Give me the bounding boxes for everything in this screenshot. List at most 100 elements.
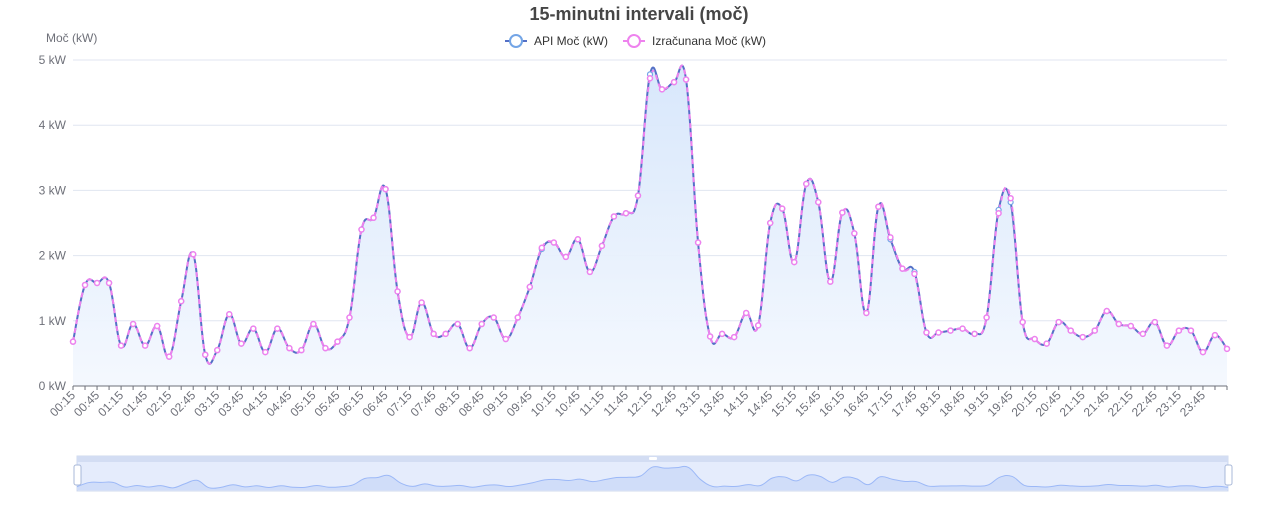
data-point-calc[interactable]: [1091, 327, 1099, 334]
data-point-calc[interactable]: [238, 340, 245, 347]
data-point-calc[interactable]: [1151, 318, 1159, 326]
data-point-calc[interactable]: [791, 258, 798, 266]
data-point-calc[interactable]: [706, 333, 714, 340]
data-point-calc[interactable]: [214, 346, 221, 354]
data-point-calc[interactable]: [718, 330, 726, 338]
data-point-calc[interactable]: [1187, 327, 1195, 334]
data-point-calc[interactable]: [250, 325, 257, 332]
data-point-calc[interactable]: [947, 327, 954, 334]
data-point-calc[interactable]: [911, 270, 918, 278]
data-point-calc[interactable]: [1199, 348, 1207, 356]
data-point-calc[interactable]: [538, 244, 546, 252]
data-point-calc[interactable]: [358, 226, 365, 233]
data-point-calc[interactable]: [1079, 333, 1086, 341]
data-point-calc[interactable]: [766, 219, 774, 227]
data-point-calc[interactable]: [262, 348, 269, 356]
data-point-calc[interactable]: [189, 251, 197, 258]
data-point-calc[interactable]: [394, 288, 401, 295]
data-point-calc[interactable]: [334, 338, 341, 345]
data-point-calc[interactable]: [742, 309, 750, 317]
data-point-calc[interactable]: [1115, 320, 1123, 328]
data-point-calc[interactable]: [1031, 335, 1038, 343]
data-point-calc[interactable]: [129, 320, 137, 328]
data-point-calc[interactable]: [454, 320, 461, 328]
data-point-calc[interactable]: [1043, 340, 1050, 347]
data-point-calc[interactable]: [1127, 322, 1135, 330]
data-point-calc[interactable]: [574, 236, 582, 243]
data-point-calc[interactable]: [201, 351, 209, 358]
data-point-calc[interactable]: [778, 205, 786, 212]
data-point-calc[interactable]: [827, 278, 834, 285]
data-point-calc[interactable]: [550, 239, 558, 246]
data-point-calc[interactable]: [1139, 330, 1147, 338]
data-point-calc[interactable]: [346, 314, 353, 321]
data-point-calc[interactable]: [153, 322, 161, 330]
data-point-calc[interactable]: [935, 329, 942, 336]
data-point-calc[interactable]: [298, 346, 305, 354]
data-point-calc[interactable]: [1211, 331, 1219, 339]
data-point-calc[interactable]: [466, 344, 473, 352]
data-point-calc[interactable]: [959, 325, 966, 332]
data-point-calc[interactable]: [117, 342, 125, 349]
data-point-calc[interactable]: [610, 213, 618, 220]
data-point-calc[interactable]: [682, 76, 690, 83]
data-point-calc[interactable]: [971, 330, 978, 338]
data-point-calc[interactable]: [887, 234, 894, 241]
data-point-calc[interactable]: [105, 279, 113, 287]
data-point-calc[interactable]: [526, 283, 534, 291]
data-point-calc[interactable]: [634, 192, 642, 199]
data-point-calc[interactable]: [1007, 194, 1014, 202]
data-point-calc[interactable]: [81, 281, 89, 289]
data-point-calc[interactable]: [177, 297, 185, 305]
data-point-calc[interactable]: [694, 239, 702, 246]
data-point-calc[interactable]: [754, 322, 762, 329]
data-point-calc[interactable]: [442, 330, 449, 338]
data-point-calc[interactable]: [851, 230, 858, 237]
data-point-calc[interactable]: [586, 268, 594, 276]
data-point-calc[interactable]: [502, 335, 509, 343]
data-point-calc[interactable]: [1055, 318, 1062, 326]
data-point-calc[interactable]: [274, 325, 281, 332]
data-point-calc[interactable]: [93, 279, 101, 287]
data-point-calc[interactable]: [69, 338, 77, 345]
data-point-calc[interactable]: [598, 242, 606, 250]
data-point-calc[interactable]: [322, 344, 329, 352]
data-point-calc[interactable]: [310, 320, 317, 328]
data-point-calc[interactable]: [1175, 327, 1183, 334]
data-point-calc[interactable]: [430, 330, 437, 338]
data-point-calc[interactable]: [1067, 327, 1074, 334]
data-point-calc[interactable]: [730, 333, 738, 341]
data-point-calc[interactable]: [226, 311, 233, 318]
data-point-calc[interactable]: [514, 314, 522, 321]
data-point-calc[interactable]: [875, 203, 882, 210]
data-point-calc[interactable]: [803, 180, 810, 188]
data-zoom-slider[interactable]: [73, 455, 1233, 492]
series-points[interactable]: [69, 71, 1231, 360]
data-point-calc[interactable]: [406, 333, 413, 341]
legend[interactable]: API Moč (kW) Izračunana Moč (kW): [505, 34, 766, 48]
data-point-calc[interactable]: [418, 299, 425, 306]
legend-item-calc[interactable]: Izračunana Moč (kW): [623, 34, 766, 48]
zoom-left-handle[interactable]: [73, 464, 82, 486]
data-point-calc[interactable]: [899, 265, 906, 272]
data-point-calc[interactable]: [923, 329, 930, 336]
data-point-calc[interactable]: [1223, 345, 1231, 353]
data-point-calc[interactable]: [1163, 342, 1171, 349]
data-point-calc[interactable]: [995, 209, 1002, 217]
legend-item-api[interactable]: API Moč (kW): [505, 34, 608, 48]
data-point-calc[interactable]: [983, 314, 990, 321]
data-point-calc[interactable]: [670, 78, 678, 86]
zoom-right-handle[interactable]: [1224, 464, 1233, 486]
data-point-calc[interactable]: [1103, 307, 1111, 315]
data-point-calc[interactable]: [286, 344, 293, 352]
data-point-calc[interactable]: [562, 253, 570, 261]
data-point-calc[interactable]: [863, 309, 870, 317]
data-point-calc[interactable]: [478, 320, 485, 328]
data-point-calc[interactable]: [382, 185, 389, 193]
data-point-calc[interactable]: [490, 314, 497, 321]
data-point-calc[interactable]: [370, 214, 377, 222]
data-point-calc[interactable]: [622, 209, 630, 217]
data-point-calc[interactable]: [646, 75, 654, 82]
data-point-calc[interactable]: [165, 353, 173, 360]
data-point-calc[interactable]: [658, 86, 666, 93]
